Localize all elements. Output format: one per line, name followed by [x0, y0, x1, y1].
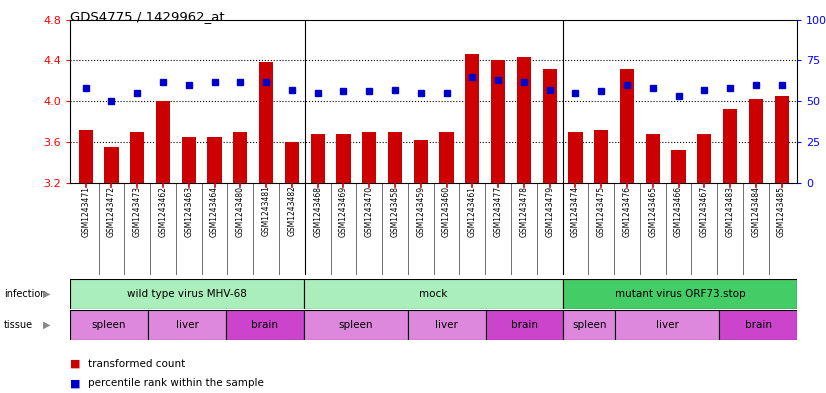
Text: liver: liver	[435, 320, 458, 330]
Text: mutant virus ORF73.stop: mutant virus ORF73.stop	[615, 289, 746, 299]
Bar	[491, 61, 506, 183]
Bar	[486, 310, 563, 340]
Bar	[336, 134, 350, 183]
Text: brain: brain	[251, 320, 278, 330]
Bar	[207, 137, 221, 183]
Bar	[697, 134, 711, 183]
Bar	[646, 134, 660, 183]
Bar	[563, 310, 615, 340]
Bar	[563, 279, 797, 309]
Text: GSM1243467: GSM1243467	[700, 185, 709, 237]
Bar	[182, 137, 196, 183]
Bar	[748, 99, 763, 183]
Text: GSM1243462: GSM1243462	[159, 185, 168, 237]
Bar	[388, 132, 402, 183]
Bar	[568, 132, 582, 183]
Bar	[775, 96, 789, 183]
Text: GSM1243478: GSM1243478	[520, 185, 529, 237]
Text: GSM1243474: GSM1243474	[571, 185, 580, 237]
Text: GSM1243485: GSM1243485	[777, 185, 786, 237]
Bar	[70, 279, 304, 309]
Bar	[543, 68, 557, 183]
Text: GDS4775 / 1429962_at: GDS4775 / 1429962_at	[70, 10, 225, 23]
Bar	[311, 134, 325, 183]
Text: GSM1243482: GSM1243482	[287, 185, 297, 237]
Bar	[408, 310, 486, 340]
Text: liver: liver	[656, 320, 679, 330]
Text: infection: infection	[4, 289, 46, 299]
Text: ▶: ▶	[43, 320, 50, 330]
Text: GSM1243479: GSM1243479	[545, 185, 554, 237]
Text: ■: ■	[70, 358, 81, 369]
Bar	[439, 132, 453, 183]
Bar	[131, 132, 145, 183]
Bar	[517, 57, 531, 183]
Text: mock: mock	[420, 289, 448, 299]
Bar	[304, 310, 408, 340]
Bar	[78, 130, 93, 183]
Text: ▶: ▶	[43, 289, 50, 299]
Text: GSM1243483: GSM1243483	[725, 185, 734, 237]
Text: GSM1243468: GSM1243468	[313, 185, 322, 237]
Text: GSM1243463: GSM1243463	[184, 185, 193, 237]
Bar	[104, 147, 119, 183]
Bar	[70, 310, 148, 340]
Bar	[465, 54, 479, 183]
Text: tissue: tissue	[4, 320, 33, 330]
Text: GSM1243460: GSM1243460	[442, 185, 451, 237]
Bar	[723, 109, 737, 183]
Text: GSM1243464: GSM1243464	[210, 185, 219, 237]
Text: GSM1243480: GSM1243480	[236, 185, 244, 237]
Text: GSM1243465: GSM1243465	[648, 185, 657, 237]
Bar	[672, 150, 686, 183]
Text: GSM1243470: GSM1243470	[365, 185, 373, 237]
Bar	[285, 142, 299, 183]
Text: brain: brain	[511, 320, 538, 330]
Text: GSM1243469: GSM1243469	[339, 185, 348, 237]
Text: GSM1243475: GSM1243475	[596, 185, 605, 237]
Text: GSM1243472: GSM1243472	[107, 185, 116, 237]
Bar	[233, 132, 248, 183]
Bar	[156, 101, 170, 183]
Text: spleen: spleen	[92, 320, 126, 330]
Bar	[594, 130, 608, 183]
Text: GSM1243473: GSM1243473	[133, 185, 142, 237]
Bar	[620, 68, 634, 183]
Bar	[259, 62, 273, 183]
Bar	[148, 310, 226, 340]
Text: spleen: spleen	[572, 320, 606, 330]
Text: GSM1243466: GSM1243466	[674, 185, 683, 237]
Bar	[414, 140, 428, 183]
Text: spleen: spleen	[339, 320, 373, 330]
Bar	[362, 132, 377, 183]
Text: liver: liver	[176, 320, 198, 330]
Text: GSM1243484: GSM1243484	[752, 185, 761, 237]
Bar	[719, 310, 797, 340]
Text: GSM1243459: GSM1243459	[416, 185, 425, 237]
Bar	[304, 279, 563, 309]
Bar	[226, 310, 304, 340]
Text: brain: brain	[745, 320, 771, 330]
Text: GSM1243461: GSM1243461	[468, 185, 477, 237]
Text: transformed count: transformed count	[88, 358, 186, 369]
Text: percentile rank within the sample: percentile rank within the sample	[88, 378, 264, 388]
Text: GSM1243481: GSM1243481	[262, 185, 271, 237]
Text: wild type virus MHV-68: wild type virus MHV-68	[127, 289, 247, 299]
Text: GSM1243458: GSM1243458	[391, 185, 400, 237]
Bar	[615, 310, 719, 340]
Text: GSM1243471: GSM1243471	[81, 185, 90, 237]
Text: GSM1243477: GSM1243477	[494, 185, 502, 237]
Text: GSM1243476: GSM1243476	[623, 185, 631, 237]
Text: ■: ■	[70, 378, 81, 388]
